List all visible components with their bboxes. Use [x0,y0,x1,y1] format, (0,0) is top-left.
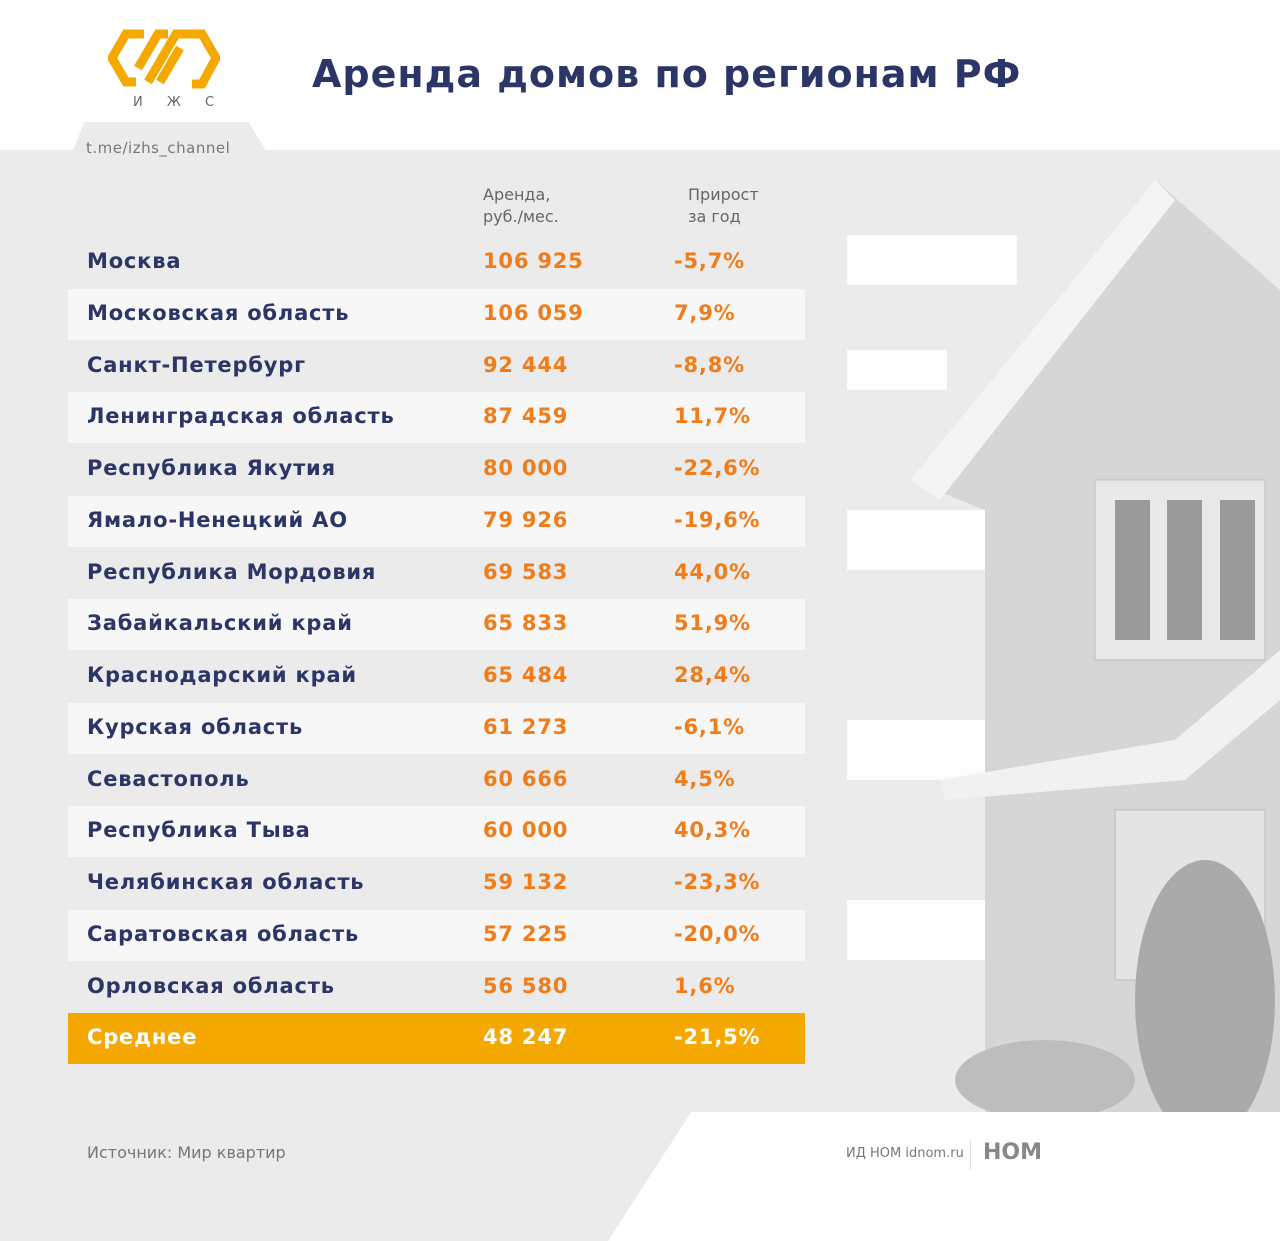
rent-value: 106 925 [483,249,584,273]
rent-value: 61 273 [483,714,569,739]
region-name: Республика Якутия [87,456,336,480]
rent-value: 56 580 [483,973,569,998]
divider [970,1140,971,1170]
table-row: Ленинградская область 87 459 11,7% [68,392,805,444]
table-row: Московская область 106 059 7,9% [68,288,805,340]
growth-value: 11,7% [674,404,751,429]
region-name: Севастополь [87,766,250,791]
rent-value: 48 247 [483,1025,569,1049]
growth-value: 40,3% [674,818,751,843]
rent-value: 60 000 [483,818,569,843]
header-cut [1075,0,1185,150]
table-row: Ямало-Ненецкий АО 79 926 -19,6% [68,495,805,547]
header-line: руб./мес. [483,207,559,226]
growth-value: -23,3% [674,870,761,894]
growth-value: -20,0% [674,921,761,946]
growth-value: 51,9% [674,611,751,636]
logo-text: И Ж С [133,95,225,110]
rent-value: 92 444 [483,352,569,377]
channel-tab [68,122,273,162]
table-row: Севастополь 60 666 4,5% [68,755,805,806]
rent-value: 79 926 [483,507,569,532]
region-name: Саратовская область [87,921,360,946]
growth-value: -22,6% [674,456,761,480]
publisher-text[interactable]: ИД НОМ idnom.ru [846,1146,964,1161]
rent-value: 65 484 [483,663,569,687]
region-name: Орловская область [87,973,335,998]
rent-value: 69 583 [483,559,569,584]
table-row: Москва 106 925 -5,7% [68,237,805,288]
page-title: Аренда домов по регионам РФ [312,52,1022,96]
footer-panel [608,1112,1280,1241]
column-header-growth: Прирост за год [688,184,759,228]
table-row: Челябинская область 59 132 -23,3% [68,858,805,909]
region-name: Забайкальский край [87,611,353,636]
growth-value: -6,1% [674,714,745,739]
header-line: Прирост [688,185,759,204]
rent-value: 106 059 [483,300,584,325]
region-name: Республика Тыва [87,818,311,843]
rent-value: 65 833 [483,611,569,636]
growth-value: 7,9% [674,300,736,325]
table-row: Орловская область 56 580 1,6% [68,962,805,1013]
rent-value: 59 132 [483,870,569,894]
table-row: Республика Мордовия 69 583 44,0% [68,548,805,599]
rent-value: 80 000 [483,456,569,480]
rent-value: 57 225 [483,921,569,946]
region-name: Краснодарский край [87,663,357,687]
footer-background [0,1112,692,1241]
region-name: Ленинградская область [87,404,395,429]
channel-link[interactable]: t.me/izhs_channel [86,139,231,157]
region-name: Санкт-Петербург [87,352,306,377]
table-row: Санкт-Петербург 92 444 -8,8% [68,341,805,392]
izhs-logo-icon [108,29,220,89]
table-row: Республика Якутия 80 000 -22,6% [68,444,805,495]
growth-value: 1,6% [674,973,736,998]
table-row: Забайкальский край 65 833 51,9% [68,599,805,651]
rent-value: 60 666 [483,766,569,791]
table-row: Краснодарский край 65 484 28,4% [68,651,805,702]
header-line: Аренда, [483,185,551,204]
region-name: Московская область [87,300,350,325]
growth-value: -19,6% [674,507,761,532]
table-row: Республика Тыва 60 000 40,3% [68,806,805,858]
column-header-rent: Аренда, руб./мес. [483,184,559,228]
header-line: за год [688,207,741,226]
average-row: Среднее 48 247 -21,5% [68,1013,805,1064]
region-name: Курская область [87,714,304,739]
region-name: Среднее [87,1025,198,1049]
rent-value: 87 459 [483,404,569,429]
growth-value: -21,5% [674,1025,761,1049]
table-row: Курская область 61 273 -6,1% [68,702,805,754]
region-name: Республика Мордовия [87,559,377,584]
region-name: Челябинская область [87,870,365,894]
table-row: Саратовская область 57 225 -20,0% [68,909,805,961]
growth-value: 28,4% [674,663,751,687]
house-illustration-icon [847,180,1280,1112]
growth-value: 44,0% [674,559,751,584]
growth-value: -8,8% [674,352,745,377]
publisher-logo: НОМ [983,1140,1043,1165]
region-name: Москва [87,249,182,273]
growth-value: -5,7% [674,249,745,273]
growth-value: 4,5% [674,766,736,791]
region-name: Ямало-Ненецкий АО [87,507,348,532]
source-text: Источник: Мир квартир [87,1143,286,1162]
